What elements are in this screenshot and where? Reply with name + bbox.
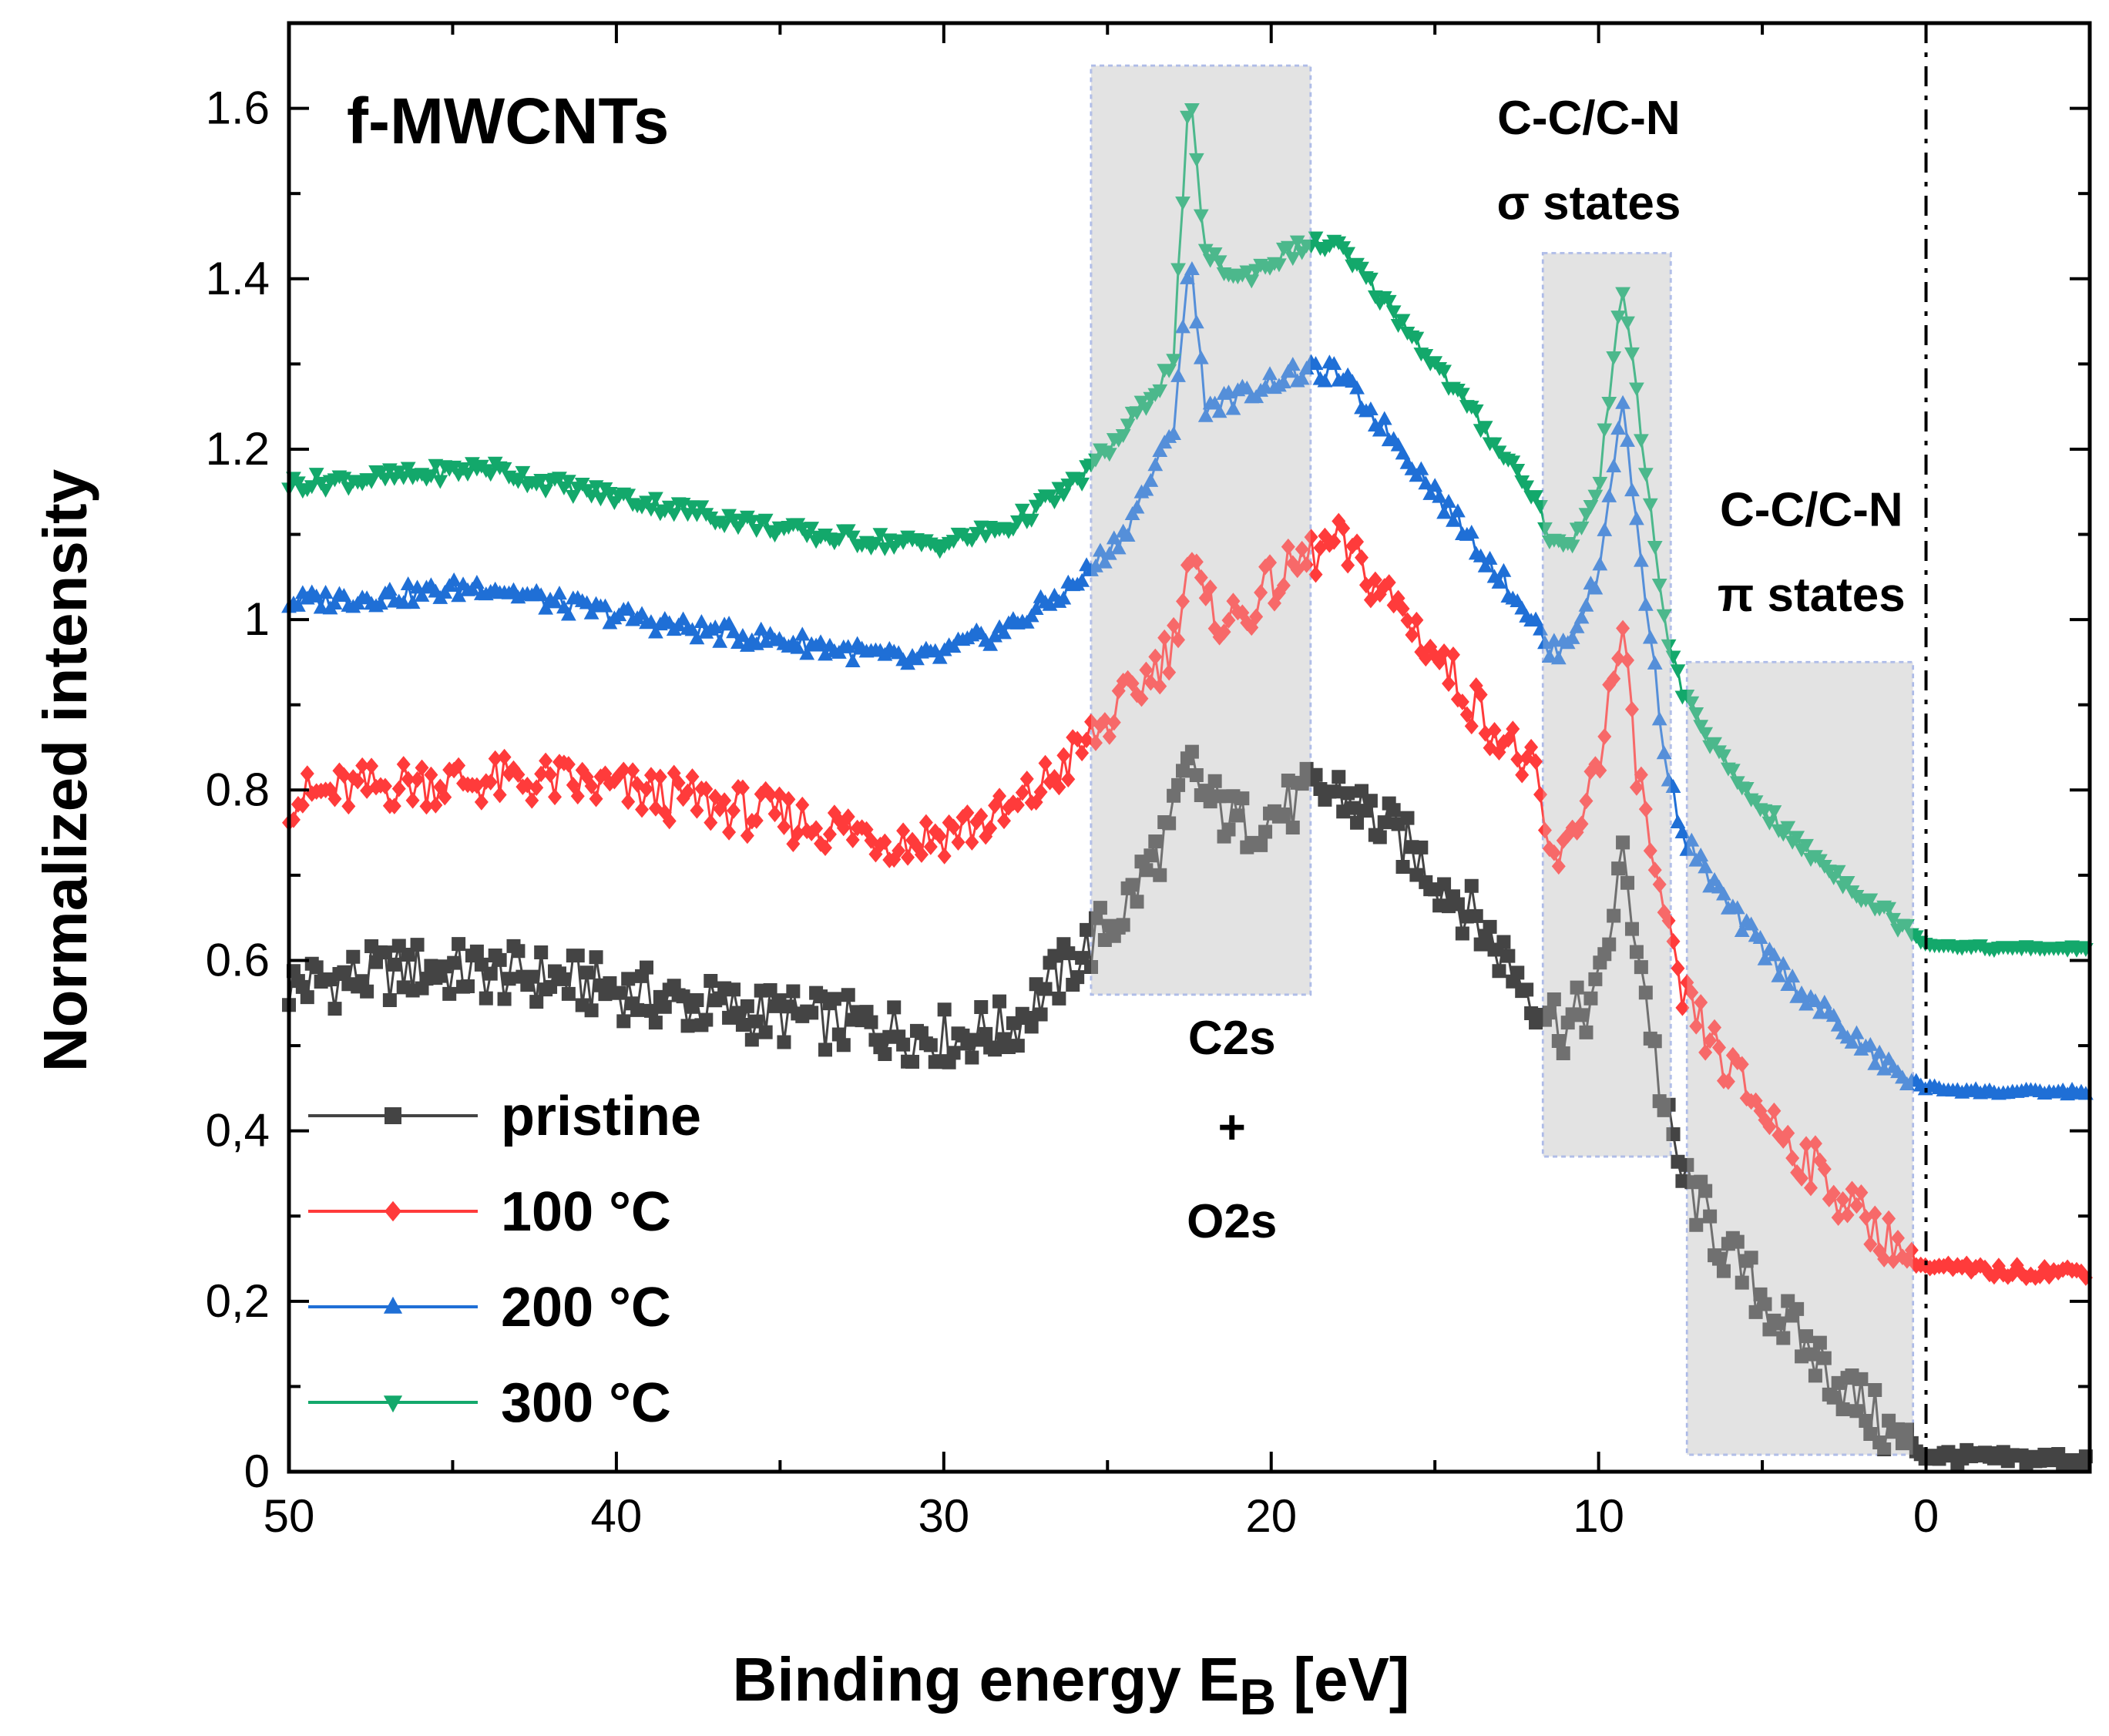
x-tick-label: 10 [1573,1490,1624,1542]
y-tick-label: 1.2 [206,423,270,475]
annotation-c2s: C2s [1188,1012,1276,1065]
legend-marker [385,1107,401,1124]
annotation-sigma-line2: σ states [1496,176,1681,230]
y-axis-title: Normalized intensity [31,468,99,1072]
annotation-pi-line1: C-C/C-N [1720,483,1903,536]
y-tick-label: 0,4 [206,1105,270,1157]
region-overlay-pi-states [1687,662,1913,1455]
series-2 [281,261,2094,1101]
legend-label: 100 °C [501,1181,671,1243]
legend-label: pristine [501,1086,701,1147]
x-axis-title-sub: B [1239,1668,1276,1725]
legend-item-2: 200 °C [308,1277,671,1338]
region-overlay-c2s-o2s [1091,65,1311,995]
annotation-pi-line2: π states [1718,569,1906,622]
text-layer: f-MWCNTs Binding energy EB [eV] Normaliz… [31,85,1906,1725]
region-overlay-sigma-states [1543,253,1671,1157]
x-tick-label: 20 [1245,1490,1297,1542]
series-0 [282,744,2093,1472]
legend-item-1: 100 °C [308,1181,671,1243]
series-layer [281,65,2094,1472]
series-3 [281,102,2094,959]
legend-item-3: 300 °C [308,1372,671,1434]
x-tick-label: 40 [591,1490,643,1542]
legend-label: 300 °C [501,1372,671,1434]
legend: pristine 100 °C 200 °C 300 °C [308,1086,701,1434]
x-tick-label: 50 [264,1490,315,1542]
y-tick-label: 0,2 [206,1275,270,1327]
legend-label: 200 °C [501,1277,671,1338]
annotation-o2s: O2s [1187,1195,1277,1248]
y-tick-label: 1.4 [206,253,270,304]
y-tick-label: 0.6 [206,934,270,986]
x-tick-label: 0 [1913,1490,1939,1542]
x-tick-label: 30 [918,1490,969,1542]
x-axis-title: Binding energy EB [eV] [733,1645,1410,1725]
axes-layer: 50 40 30 20 10 0 0 0,2 0,4 0.6 0.8 1 1.2 1.4 1.6 [206,21,2092,1542]
y-tick-label: 0.8 [206,764,270,815]
legend-marker [383,1395,403,1413]
legend-marker [385,1200,401,1222]
annotation-sigma-line1: C-C/C-N [1497,92,1681,145]
y-tick-label: 0 [244,1446,270,1497]
plot-title: f-MWCNTs [347,85,669,157]
y-tick-label: 1.6 [206,82,270,134]
x-axis-title-unit: [eV] [1276,1645,1409,1714]
y-tick-label: 1 [244,593,270,645]
series-1 [282,512,2093,1287]
plot-frame [287,21,2092,1474]
annotation-plus: + [1218,1101,1246,1154]
legend-marker [383,1296,403,1314]
legend-item-0: pristine [308,1086,701,1147]
